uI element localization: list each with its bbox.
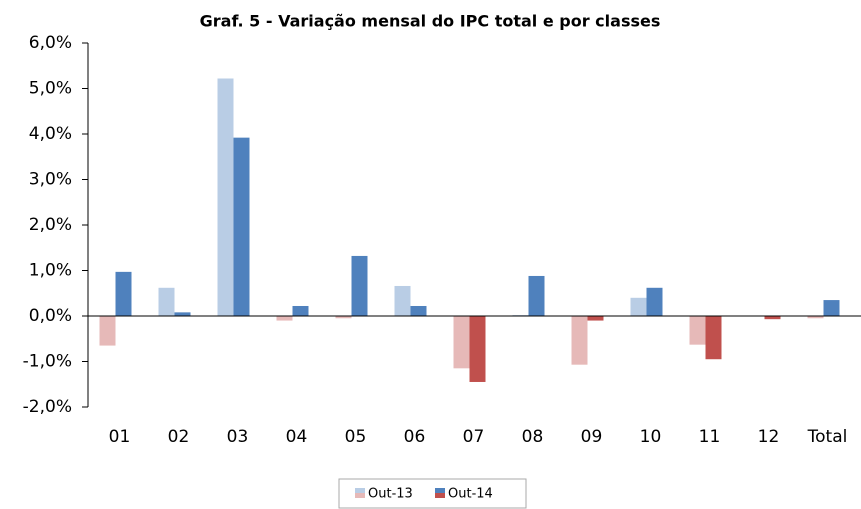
x-tick-label: 07 (463, 427, 485, 447)
legend-swatch (435, 488, 445, 493)
x-tick-label: 10 (640, 427, 662, 447)
legend-swatch (355, 493, 365, 498)
bar (705, 316, 722, 360)
legend-swatch (355, 488, 365, 493)
bar (99, 316, 116, 346)
x-tick-label: 03 (227, 427, 249, 447)
bar (351, 255, 368, 316)
bar (453, 316, 470, 369)
bar (823, 300, 840, 316)
bar (469, 316, 486, 382)
y-tick-label: 4,0% (29, 124, 72, 144)
x-tick-label: 05 (345, 427, 367, 447)
x-tick-label: 09 (581, 427, 603, 447)
y-tick-label: 0,0% (29, 306, 72, 326)
bar (571, 316, 588, 365)
y-tick-label: 6,0% (29, 33, 72, 53)
bar (764, 316, 781, 320)
y-tick-label: -2,0% (23, 397, 72, 417)
bar (528, 275, 545, 316)
legend-label: Out-14 (448, 487, 493, 502)
legend-label: Out-13 (368, 487, 413, 502)
x-tick-label: 01 (109, 427, 131, 447)
x-tick-label: 04 (286, 427, 308, 447)
bar (217, 78, 234, 317)
bar (233, 137, 250, 316)
x-tick-label: 12 (758, 427, 780, 447)
bar (158, 287, 175, 316)
bar (587, 316, 604, 321)
bar (276, 316, 293, 321)
bar (646, 287, 663, 316)
x-tick-label: 08 (522, 427, 544, 447)
y-tick-label: -1,0% (23, 352, 72, 372)
bar (410, 305, 427, 316)
bar (630, 297, 647, 316)
bar (689, 316, 706, 345)
bar (174, 312, 191, 316)
bar (807, 316, 824, 319)
legend-swatch (435, 493, 445, 498)
bar (292, 305, 309, 316)
y-tick-label: 3,0% (29, 170, 72, 190)
bar (335, 316, 352, 319)
bar (394, 285, 411, 316)
y-tick-label: 2,0% (29, 215, 72, 235)
bar (115, 271, 132, 316)
x-tick-label: 02 (168, 427, 190, 447)
y-tick-label: 1,0% (29, 261, 72, 281)
x-tick-label: 11 (699, 427, 721, 447)
x-tick-label: 06 (404, 427, 426, 447)
chart-title: Graf. 5 - Variação mensal do IPC total e… (200, 12, 661, 31)
legend-box (338, 478, 527, 509)
y-tick-label: 5,0% (29, 79, 72, 99)
x-tick-label: Total (807, 427, 848, 447)
